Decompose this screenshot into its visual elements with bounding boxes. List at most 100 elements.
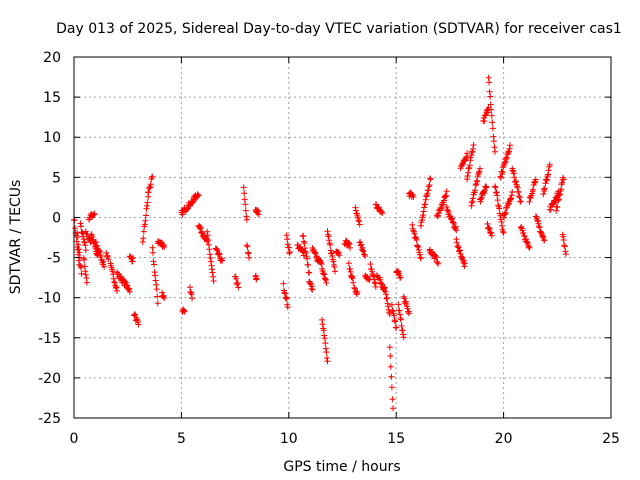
data-point [309,286,316,293]
data-point [443,193,450,200]
data-point [129,258,136,265]
data-point [196,222,203,229]
data-point [511,174,518,181]
data-point [323,279,330,286]
data-point [100,258,107,265]
data-point [204,232,211,239]
data-point [476,168,483,175]
data-point [255,211,262,218]
data-point [91,210,98,217]
y-tick-labels: -25 -20 -15 -10 -5 0 5 10 15 20 [38,50,61,427]
data-point [74,234,81,240]
data-point [435,260,442,267]
data-point [96,248,103,255]
data-point [453,227,460,234]
data-point [352,207,359,214]
data-point [195,192,202,199]
data-point [350,279,357,286]
data-point [161,295,168,301]
data-point [356,221,363,228]
data-point [209,269,216,276]
data-point [453,236,460,243]
data-point [470,142,477,148]
plot-frame [73,56,612,419]
y-tick-label: -25 [38,411,61,427]
data-point [130,254,137,261]
data-point [413,236,420,243]
data-point [492,148,498,155]
data-point [388,373,395,380]
data-point [367,261,374,268]
data-point [210,278,217,284]
data-point [388,301,395,308]
data-point [241,190,248,197]
data-point [483,184,490,191]
chart-title: Day 013 of 2025, Sidereal Day-to-day VTE… [56,21,622,37]
data-point [143,212,149,219]
data-point [322,276,329,282]
data-point [532,176,539,183]
data-point [348,274,355,281]
data-point [284,304,291,311]
data-point [234,281,241,288]
data-point [219,257,226,264]
data-point [160,242,167,249]
data-point [101,263,108,270]
data-point [82,271,89,278]
data-point [306,269,313,276]
data-point [387,363,394,370]
data-point [80,233,87,240]
y-tick-label: -10 [38,291,61,307]
x-tick-label: 25 [602,431,620,447]
data-points [71,74,569,412]
data-point [515,189,522,196]
data-point [235,284,242,291]
data-point [502,210,509,217]
data-point [422,196,429,203]
data-point [154,300,161,307]
data-point [189,295,196,302]
data-point [140,235,147,242]
data-point [345,260,352,267]
data-point [485,109,491,116]
data-point [525,243,532,250]
data-point [392,318,399,325]
data-point [488,106,495,113]
data-point [140,228,147,235]
data-point [560,176,567,183]
data-point [562,251,569,258]
data-point [468,199,475,206]
data-point [243,216,250,223]
data-point [81,256,88,263]
data-point [393,324,400,331]
data-point [244,243,251,250]
x-tick-label: 20 [495,431,513,447]
data-point [474,178,481,185]
data-point [322,340,329,347]
data-point [75,246,82,253]
data-point [524,239,531,245]
data-point [550,200,557,207]
data-point [461,260,468,267]
data-point [424,190,431,197]
data-point [132,311,139,318]
data-point [149,173,156,180]
data-point [286,250,293,257]
data-point [492,184,499,191]
data-point [300,233,307,240]
data-point [410,194,417,200]
data-point [133,316,140,323]
data-point [503,154,510,161]
data-point [153,286,160,293]
data-point [135,321,142,328]
data-point [321,332,328,339]
data-point [502,158,509,165]
y-tick-label: -20 [38,371,61,387]
data-point [443,188,450,195]
data-point [335,249,342,256]
data-point [553,207,560,214]
data-point [426,182,433,188]
data-point [559,179,566,186]
data-point [318,259,324,266]
data-point [354,288,361,295]
